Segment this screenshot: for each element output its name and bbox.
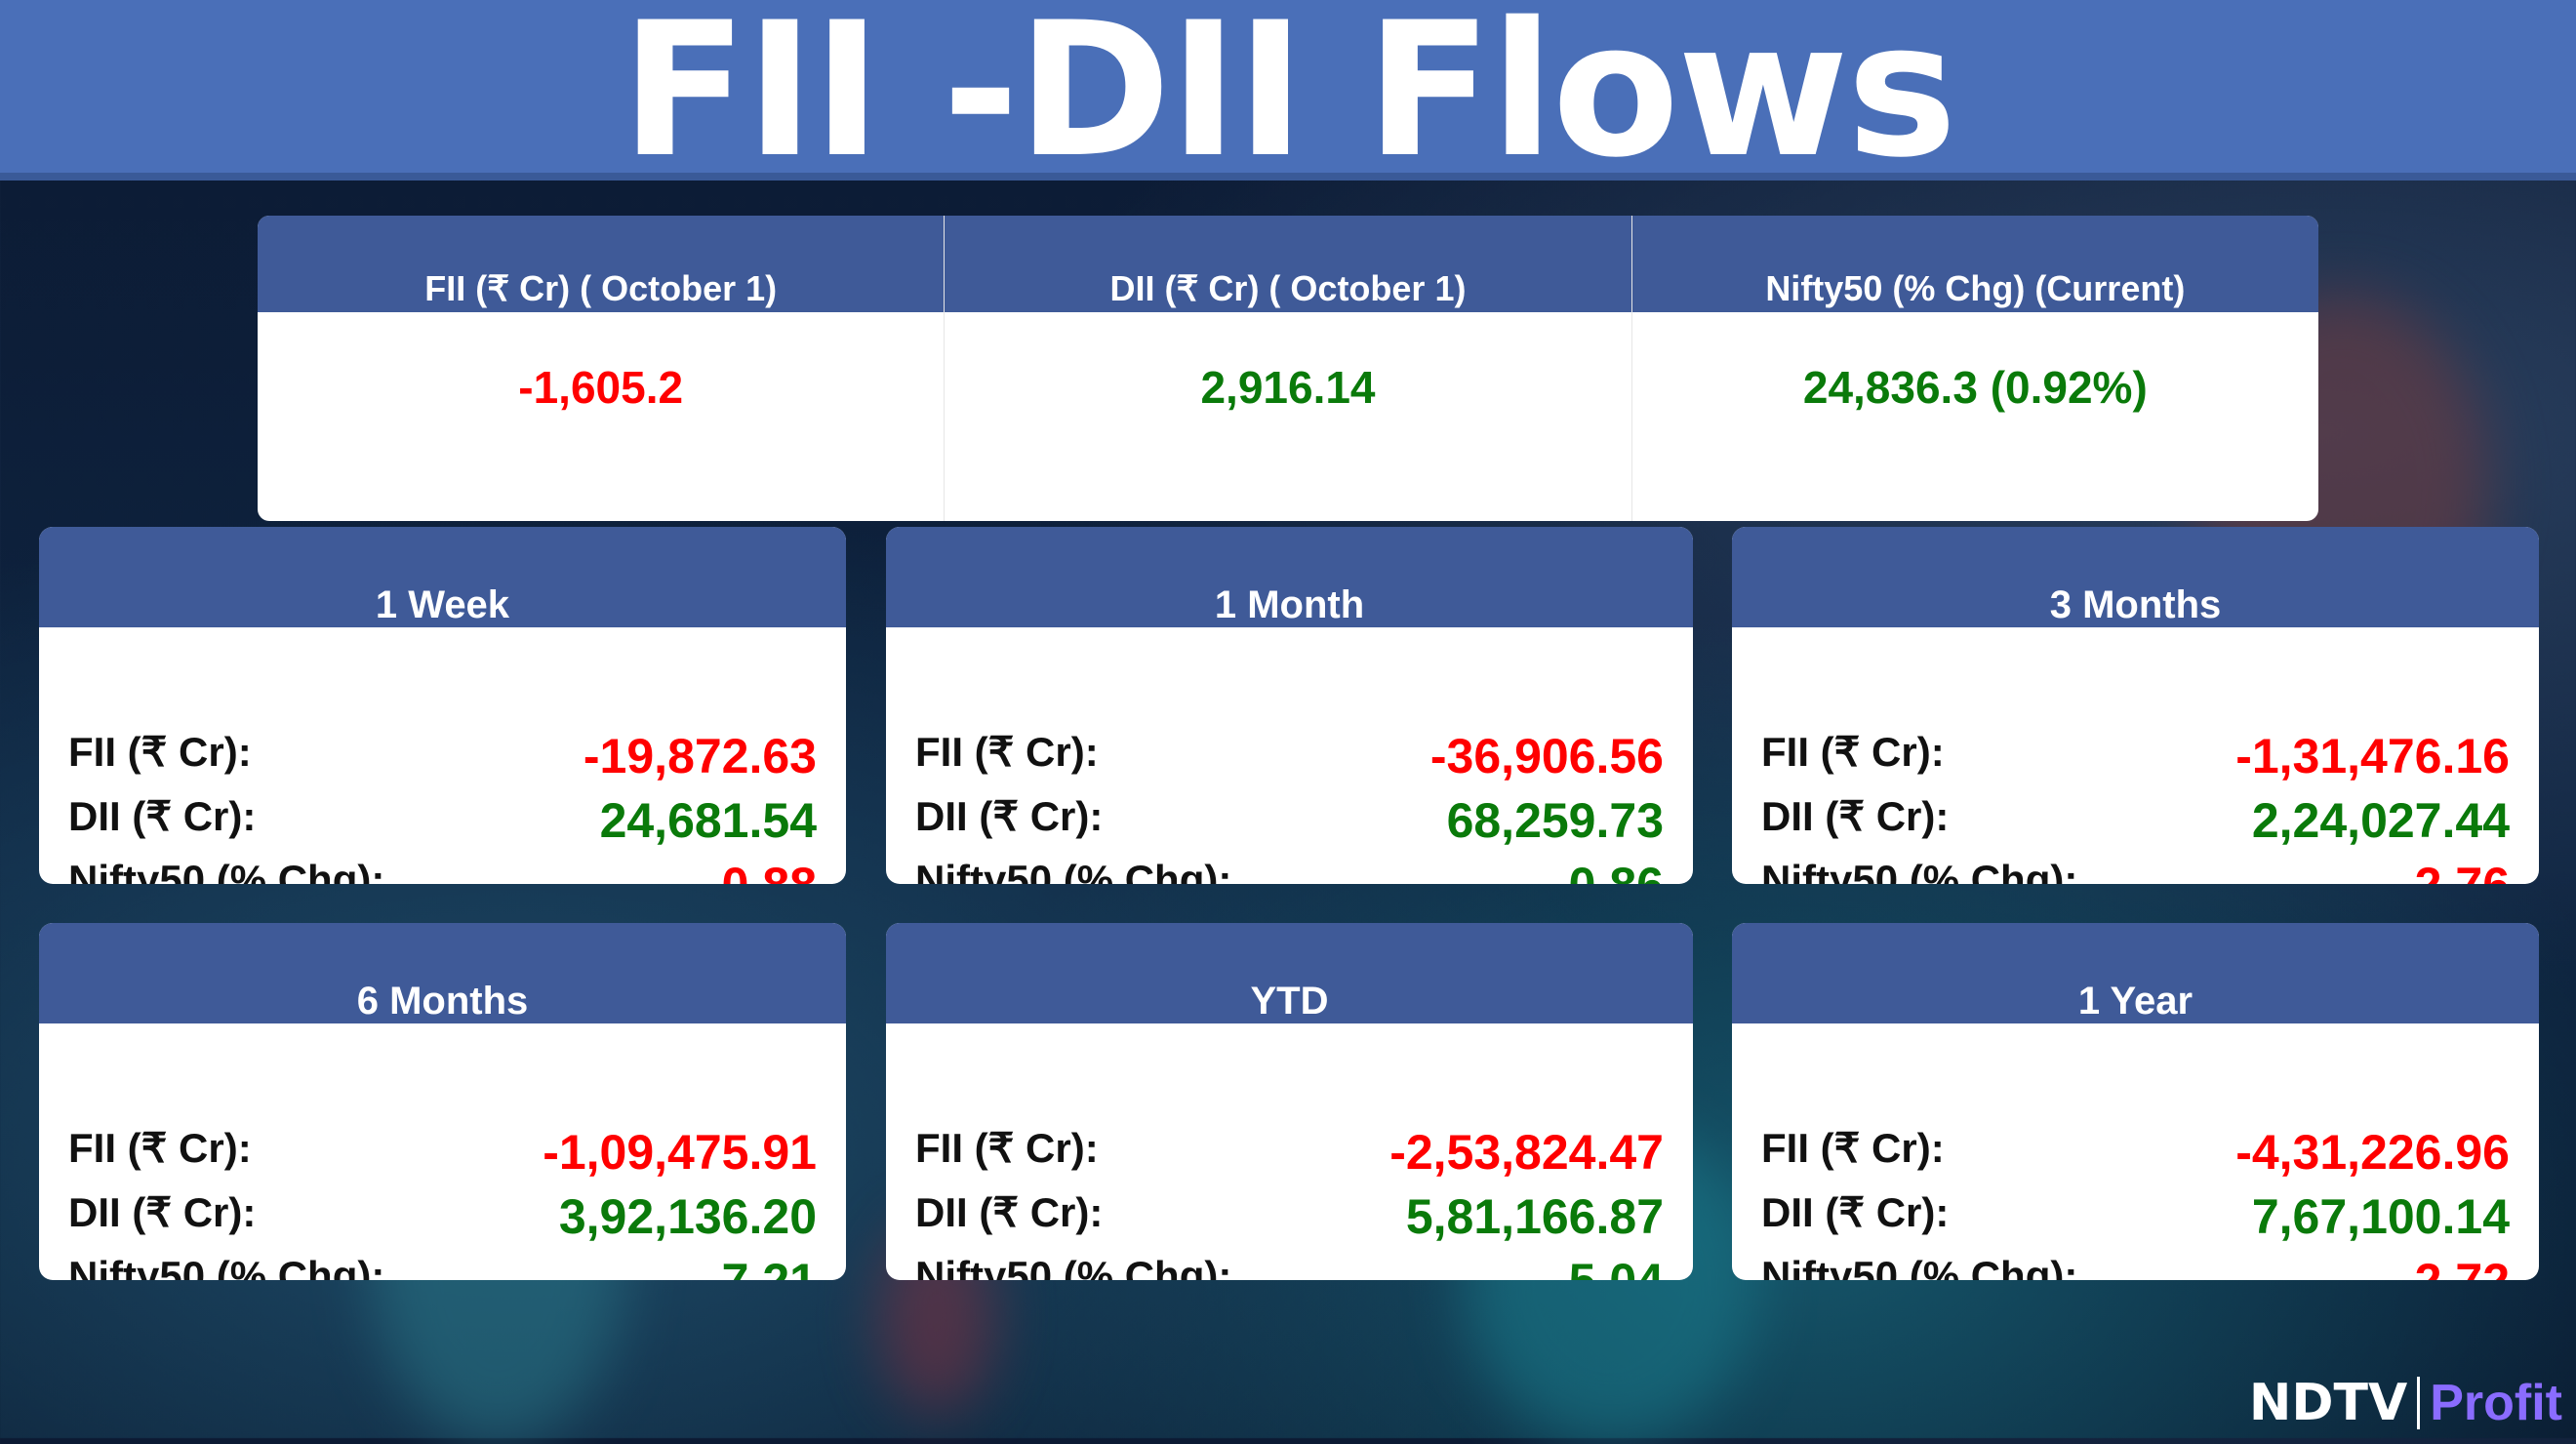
nifty-value: 5.04 <box>1569 1253 1664 1280</box>
current-column: DII (₹ Cr) ( October 1) 2,916.14 <box>945 216 1632 521</box>
period-card: YTD FII (₹ Cr): -2,53,824.47 DII (₹ Cr): 5… <box>886 923 1693 1280</box>
fii-label: FII (₹ Cr): <box>68 728 252 775</box>
fii-value: -2,53,824.47 <box>1389 1125 1664 1180</box>
fii-value: -1,31,476.16 <box>2235 729 2510 783</box>
logo-product: Profit <box>2430 1375 2562 1431</box>
nifty-value: -2.76 <box>2398 857 2510 884</box>
period-title: 1 Year <box>1732 923 2539 1023</box>
current-flows-table: FII (₹ Cr) ( October 1) -1,605.2 DII (₹ … <box>258 216 2318 521</box>
nifty-label: Nifty50 (% Chg): <box>68 857 385 884</box>
nifty-label: Nifty50 (% Chg): <box>915 857 1232 884</box>
dii-label: DII (₹ Cr): <box>68 1188 257 1235</box>
dii-label: DII (₹ Cr): <box>1761 792 1950 839</box>
dii-label: DII (₹ Cr): <box>68 792 257 839</box>
dii-label: DII (₹ Cr): <box>915 792 1104 839</box>
title-banner: FII -DII Flows <box>0 0 2576 198</box>
fii-label: FII (₹ Cr): <box>1761 1124 1945 1171</box>
fii-value: -36,906.56 <box>1429 729 1664 783</box>
column-value: 24,836.3 (0.92%) <box>1802 362 2148 413</box>
nifty-value: 7.21 <box>722 1253 817 1280</box>
period-card: 3 Months FII (₹ Cr): -1,31,476.16 DII (₹ … <box>1732 527 2539 884</box>
nifty-label: Nifty50 (% Chg): <box>1761 1253 2078 1280</box>
period-title: 1 Week <box>39 527 846 627</box>
fii-value: -19,872.63 <box>583 729 817 783</box>
period-title: 3 Months <box>1732 527 2539 627</box>
fii-value: -4,31,226.96 <box>2235 1125 2510 1180</box>
current-column: FII (₹ Cr) ( October 1) -1,605.2 <box>258 216 946 521</box>
fii-label: FII (₹ Cr): <box>915 1124 1099 1171</box>
dii-value: 3,92,136.20 <box>558 1189 817 1244</box>
fii-label: FII (₹ Cr): <box>68 1124 252 1171</box>
period-card: 1 Week FII (₹ Cr): -19,872.63 DII (₹ Cr):… <box>39 527 846 884</box>
column-header: FII (₹ Cr) ( October 1) <box>258 216 945 312</box>
logo-brand: NDTV <box>2248 1374 2408 1432</box>
fii-label: FII (₹ Cr): <box>915 728 1099 775</box>
current-column: Nifty50 (% Chg) (Current) 24,836.3 (0.92… <box>1631 216 2318 521</box>
dii-value: 5,81,166.87 <box>1405 1189 1664 1244</box>
dii-label: DII (₹ Cr): <box>915 1188 1104 1235</box>
nifty-label: Nifty50 (% Chg): <box>1761 857 2078 884</box>
period-title: YTD <box>886 923 1693 1023</box>
column-header: Nifty50 (% Chg) (Current) <box>1631 216 2318 312</box>
ndtv-profit-logo: NDTV Profit <box>2249 1374 2562 1432</box>
column-value: -1,605.2 <box>518 362 684 413</box>
nifty-value: -0.88 <box>705 857 817 884</box>
period-title: 6 Months <box>39 923 846 1023</box>
period-card: 1 Month FII (₹ Cr): -36,906.56 DII (₹ Cr)… <box>886 527 1693 884</box>
period-title: 1 Month <box>886 527 1693 627</box>
nifty-label: Nifty50 (% Chg): <box>915 1253 1232 1280</box>
nifty-value: 0.86 <box>1569 857 1664 884</box>
logo-separator <box>2417 1377 2421 1429</box>
nifty-label: Nifty50 (% Chg): <box>68 1253 385 1280</box>
dii-value: 7,67,100.14 <box>2251 1189 2510 1244</box>
period-card: 1 Year FII (₹ Cr): -4,31,226.96 DII (₹ Cr… <box>1732 923 2539 1280</box>
nifty-value: -2.72 <box>2398 1253 2510 1280</box>
column-value: 2,916.14 <box>1200 362 1376 413</box>
dii-label: DII (₹ Cr): <box>1761 1188 1950 1235</box>
fii-value: -1,09,475.91 <box>543 1125 817 1180</box>
period-card: 6 Months FII (₹ Cr): -1,09,475.91 DII (₹ … <box>39 923 846 1280</box>
dii-value: 24,681.54 <box>599 793 817 848</box>
column-header: DII (₹ Cr) ( October 1) <box>945 216 1631 312</box>
fii-label: FII (₹ Cr): <box>1761 728 1945 775</box>
dii-value: 68,259.73 <box>1446 793 1664 848</box>
dii-value: 2,24,027.44 <box>2251 793 2510 848</box>
page-title: FII -DII Flows <box>621 0 1957 198</box>
